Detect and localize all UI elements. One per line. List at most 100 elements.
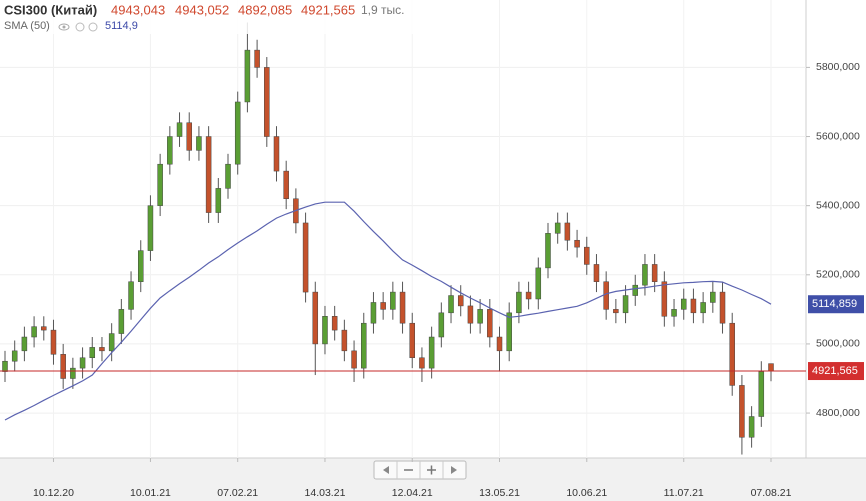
candle-body <box>186 122 192 151</box>
sma-price-box <box>808 295 864 314</box>
candle-body <box>506 312 512 352</box>
candle-body <box>419 357 425 369</box>
header-bg <box>0 0 420 34</box>
x-tick-label: 10.01.21 <box>130 487 171 499</box>
candle-body <box>361 322 367 369</box>
candle-body <box>457 295 464 307</box>
candle-body <box>351 350 357 369</box>
candle-body <box>11 350 18 362</box>
zoom-in[interactable] <box>427 465 436 475</box>
candle-body <box>525 291 532 300</box>
candle-body <box>690 298 697 314</box>
candle-body <box>302 222 309 293</box>
candle-body <box>2 360 8 372</box>
y-tick-label: 5400,000 <box>816 199 860 211</box>
candle-body <box>128 281 134 310</box>
candle-body <box>147 205 154 251</box>
x-tick-label: 12.04.21 <box>392 487 433 499</box>
candle-body <box>535 267 542 300</box>
sma-line <box>4 201 772 421</box>
close-price-label: 4921,565 <box>812 365 858 377</box>
candle-body <box>710 291 716 303</box>
candle-body <box>341 329 348 352</box>
candle-body <box>254 49 260 68</box>
high-price: 4943,052 <box>175 2 229 17</box>
sma-value: 5114,9 <box>105 20 138 32</box>
eye-icon[interactable] <box>58 23 70 31</box>
header: CSI300 (Китай) 4943,043 4943,052 4892,08… <box>0 0 420 34</box>
scroll-left[interactable] <box>383 466 389 474</box>
close-price-box <box>808 362 864 381</box>
candle-body <box>380 302 386 310</box>
candle-body <box>157 163 163 206</box>
y-tick-label: 5200,000 <box>816 269 860 281</box>
low-price: 4892,085 <box>238 2 292 17</box>
x-tick-label: 10.06.21 <box>566 487 607 499</box>
candle-body <box>31 326 37 338</box>
candle-body <box>739 385 745 438</box>
candle-body <box>642 264 648 286</box>
candle-body <box>564 222 571 241</box>
candle-body <box>584 246 590 265</box>
volume: 1,9 тыс. <box>361 3 404 17</box>
x-tick-label: 13.05.21 <box>479 487 520 499</box>
y-tick-label: 5800,000 <box>816 61 860 73</box>
candle-body <box>671 309 677 317</box>
candle-body <box>244 49 251 103</box>
candle-body <box>613 309 619 314</box>
candle-body <box>593 264 600 282</box>
candle-body <box>137 250 144 282</box>
sma-label: SMA (50) <box>4 20 50 32</box>
candle-body <box>554 222 561 234</box>
candle-body <box>516 291 522 314</box>
candle-body <box>700 302 706 314</box>
candle-body <box>477 309 483 324</box>
plot <box>0 22 806 455</box>
candle-body <box>680 298 687 310</box>
open-price: 4943,043 <box>111 2 165 17</box>
instrument-name: CSI300 (Китай) <box>4 2 97 17</box>
candle-body <box>632 284 639 296</box>
candle-body <box>574 239 580 248</box>
candle-body <box>99 347 105 352</box>
candle-body <box>312 291 319 345</box>
y-tick-label: 5600,000 <box>816 130 860 142</box>
candle-body <box>70 367 76 379</box>
candle-body <box>748 416 755 438</box>
candle-body <box>215 188 222 213</box>
candle-body <box>719 291 726 324</box>
candle-body <box>428 336 435 369</box>
candle-body <box>60 354 66 379</box>
candle-body <box>496 336 503 352</box>
candle-body <box>622 295 629 314</box>
candle-body <box>322 316 328 345</box>
candle-body <box>50 329 57 355</box>
candle-body <box>196 136 202 151</box>
x-tick-label: 11.07.21 <box>664 487 704 499</box>
y-tick-label: 4800,000 <box>816 407 860 419</box>
y-tick-label: 5000,000 <box>816 338 860 350</box>
candle-body <box>89 347 96 359</box>
candle-body <box>273 136 280 172</box>
navigation <box>373 460 467 480</box>
x-tick-label: 14.03.21 <box>305 487 346 499</box>
candle-body <box>283 170 289 200</box>
candle-body <box>467 305 474 324</box>
candle-body <box>167 136 173 165</box>
settings-icon[interactable] <box>75 22 85 32</box>
candle-body <box>399 291 406 324</box>
scroll-right[interactable] <box>451 466 457 474</box>
close-price: 4921,565 <box>301 2 355 17</box>
candle-body <box>390 291 396 310</box>
candle-body <box>264 67 270 137</box>
candle-body <box>661 281 668 317</box>
candle-body <box>225 163 231 189</box>
candle-body <box>545 233 551 269</box>
remove-icon[interactable] <box>88 22 98 32</box>
candle-body <box>234 101 241 165</box>
x-tick-label: 07.08.21 <box>751 487 792 499</box>
candle-body <box>205 136 212 213</box>
candle-body <box>41 326 47 331</box>
